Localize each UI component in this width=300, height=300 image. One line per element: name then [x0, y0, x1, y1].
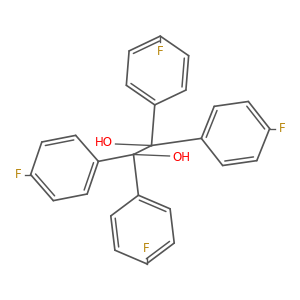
Text: F: F — [143, 242, 150, 255]
Text: OH: OH — [172, 151, 190, 164]
Text: F: F — [15, 168, 22, 181]
Text: F: F — [157, 45, 164, 58]
Text: HO: HO — [94, 136, 112, 149]
Text: F: F — [279, 122, 285, 135]
